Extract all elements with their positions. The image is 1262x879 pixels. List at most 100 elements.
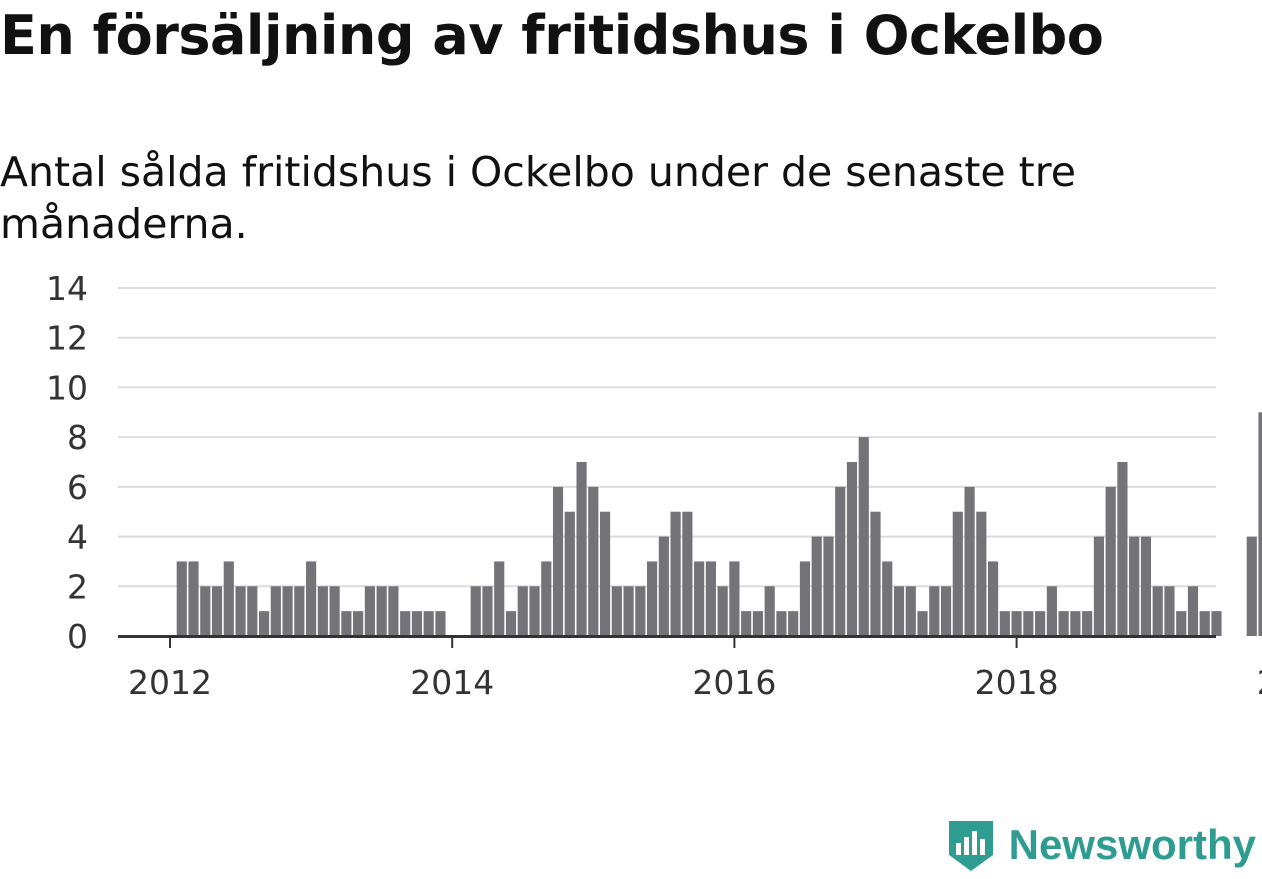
y-tick-label: 14 bbox=[46, 269, 88, 308]
y-tick-label: 8 bbox=[67, 418, 88, 457]
bar bbox=[882, 561, 893, 636]
bar bbox=[482, 586, 493, 636]
bar bbox=[752, 611, 763, 636]
bar bbox=[258, 611, 270, 636]
bar bbox=[1082, 611, 1093, 636]
bar bbox=[870, 511, 881, 636]
bar bbox=[1023, 611, 1034, 636]
y-tick-label: 4 bbox=[67, 518, 88, 557]
bar bbox=[741, 611, 752, 636]
bar bbox=[1246, 536, 1257, 636]
bar bbox=[893, 586, 905, 636]
bar bbox=[505, 611, 517, 636]
bar bbox=[729, 561, 740, 636]
bar bbox=[635, 586, 646, 636]
bar bbox=[999, 611, 1010, 636]
bar bbox=[423, 611, 434, 636]
bar bbox=[623, 586, 634, 636]
bar bbox=[705, 561, 716, 636]
bar bbox=[329, 586, 340, 636]
bar bbox=[247, 586, 258, 636]
bar bbox=[541, 561, 552, 636]
chart-title: En försäljning av fritidshus i Ockelbo bbox=[0, 4, 1104, 67]
bar bbox=[1035, 611, 1046, 636]
bar bbox=[188, 561, 199, 636]
bar bbox=[388, 586, 399, 636]
x-tick-label: 2018 bbox=[975, 663, 1059, 702]
bar bbox=[647, 561, 658, 636]
bar bbox=[470, 586, 481, 636]
bar bbox=[799, 561, 811, 636]
bar bbox=[717, 586, 728, 636]
bar bbox=[905, 586, 916, 636]
x-tick-label: 2014 bbox=[410, 663, 494, 702]
x-tick-label: 2020 bbox=[1257, 663, 1262, 702]
bar bbox=[1258, 412, 1262, 636]
bar bbox=[694, 561, 705, 636]
y-tick-label: 0 bbox=[67, 617, 88, 656]
bar bbox=[1011, 611, 1022, 636]
bar bbox=[588, 486, 599, 636]
bar bbox=[1105, 486, 1116, 636]
bar bbox=[835, 486, 846, 636]
y-tick-label: 2 bbox=[67, 567, 88, 606]
bar bbox=[917, 611, 928, 636]
bar bbox=[341, 611, 352, 636]
bar bbox=[929, 586, 940, 636]
bar bbox=[940, 586, 952, 636]
bar bbox=[1176, 611, 1187, 636]
bar bbox=[176, 561, 187, 636]
bar bbox=[682, 511, 693, 636]
bar bbox=[658, 536, 669, 636]
bar bbox=[1152, 586, 1163, 636]
bar bbox=[988, 561, 999, 636]
bar bbox=[952, 511, 963, 636]
bar bbox=[306, 561, 317, 636]
bar bbox=[1046, 586, 1057, 636]
bar bbox=[964, 486, 975, 636]
newsworthy-logo: Newsworthy bbox=[945, 817, 1256, 873]
x-tick-label: 2016 bbox=[692, 663, 776, 702]
bar bbox=[400, 611, 411, 636]
bar bbox=[376, 586, 387, 636]
bar bbox=[1164, 586, 1175, 636]
newsworthy-logo-icon bbox=[948, 821, 993, 871]
bar bbox=[200, 586, 211, 636]
bar bbox=[858, 437, 869, 636]
bar bbox=[353, 611, 364, 636]
bar bbox=[976, 511, 987, 636]
bar bbox=[1211, 611, 1222, 636]
bar bbox=[1140, 536, 1152, 636]
bar bbox=[223, 561, 234, 636]
bar bbox=[1070, 611, 1081, 636]
bar bbox=[552, 486, 564, 636]
bar bbox=[811, 536, 822, 636]
bar bbox=[1187, 586, 1199, 636]
bar bbox=[846, 462, 858, 636]
bar bbox=[1199, 611, 1210, 636]
bar bbox=[282, 586, 293, 636]
brand-name: Newsworthy bbox=[1008, 821, 1256, 868]
bar bbox=[364, 586, 375, 636]
bar bbox=[1117, 462, 1128, 636]
bar bbox=[1058, 611, 1069, 636]
bar bbox=[517, 586, 528, 636]
bar bbox=[599, 511, 611, 636]
bar bbox=[1129, 536, 1140, 636]
bar bbox=[235, 586, 246, 636]
bar bbox=[788, 611, 799, 636]
bar bbox=[294, 586, 305, 636]
y-tick-label: 10 bbox=[46, 368, 88, 407]
bar bbox=[611, 586, 622, 636]
bar bbox=[564, 511, 575, 636]
bar bbox=[529, 586, 540, 636]
y-tick-label: 12 bbox=[46, 319, 88, 358]
bar bbox=[823, 536, 834, 636]
x-tick-label: 2012 bbox=[128, 663, 212, 702]
bar bbox=[494, 561, 505, 636]
bar bbox=[776, 611, 787, 636]
bar bbox=[211, 586, 223, 636]
chart-subtitle: Antal sålda fritidshus i Ockelbo under d… bbox=[0, 148, 1076, 248]
y-tick-label: 6 bbox=[67, 468, 88, 507]
